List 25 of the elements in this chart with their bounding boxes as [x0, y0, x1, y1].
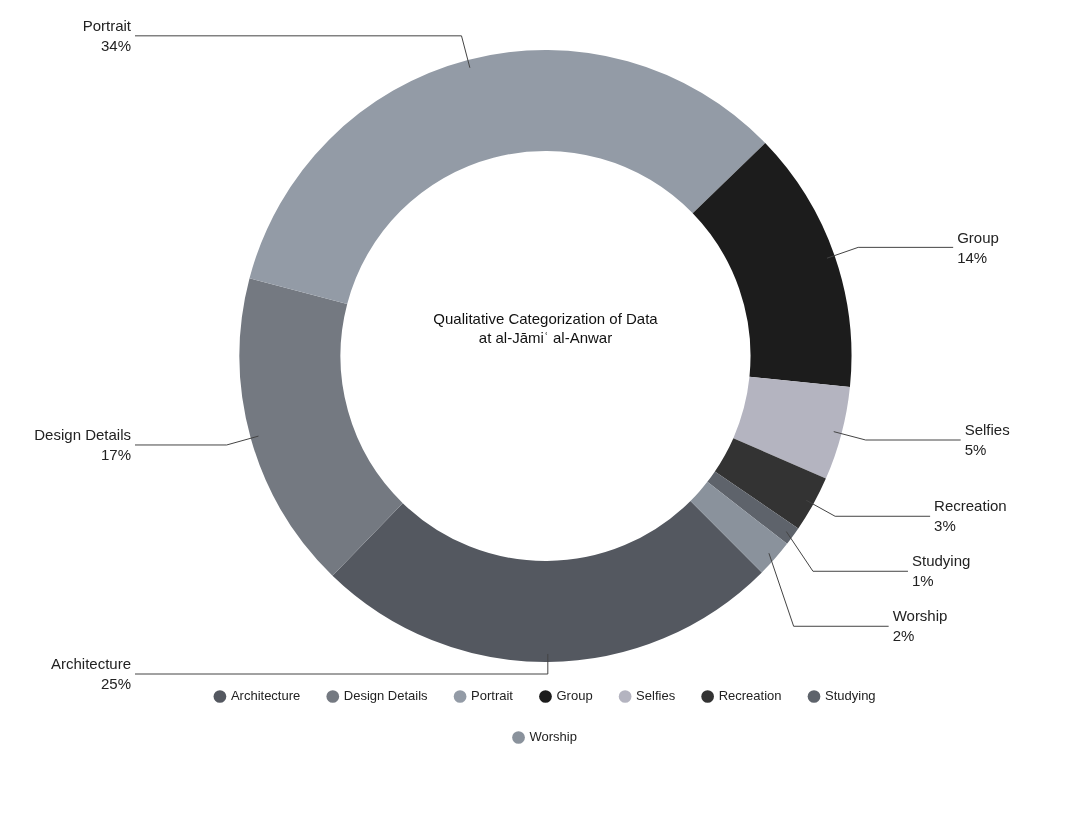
data-label: 17% [100, 446, 131, 464]
slice-label: Selfies [964, 421, 1010, 439]
slice-label: Worship [892, 607, 948, 625]
data-label: 34% [100, 36, 131, 54]
legend-label: Portrait [471, 688, 514, 704]
legend-label: Studying [825, 688, 876, 704]
legend-label: Selfies [636, 688, 676, 704]
data-label: 14% [957, 248, 988, 266]
data-label: 5% [964, 441, 987, 459]
data-label: 3% [934, 517, 956, 535]
slice-label: Recreation [934, 497, 1007, 515]
slice-label: Architecture [50, 655, 131, 673]
legend-label: Architecture [230, 688, 301, 704]
legend-label: Recreation [718, 688, 782, 704]
legend-label: Worship [529, 729, 577, 745]
text: Qualitative Categorization of Data at al-Jāmiʿ al-Anwar [433, 309, 659, 346]
slice-label: Group [957, 228, 999, 246]
legend-label: Design Details [343, 688, 429, 704]
slice-label: Studying [911, 552, 971, 570]
data-label: 25% [100, 675, 131, 693]
slice-label: Design Details [34, 426, 131, 444]
slice-label: Portrait [82, 16, 132, 34]
data-label: 2% [892, 627, 915, 645]
legend-label: Group [556, 688, 593, 704]
data-label: 1% [911, 572, 934, 590]
